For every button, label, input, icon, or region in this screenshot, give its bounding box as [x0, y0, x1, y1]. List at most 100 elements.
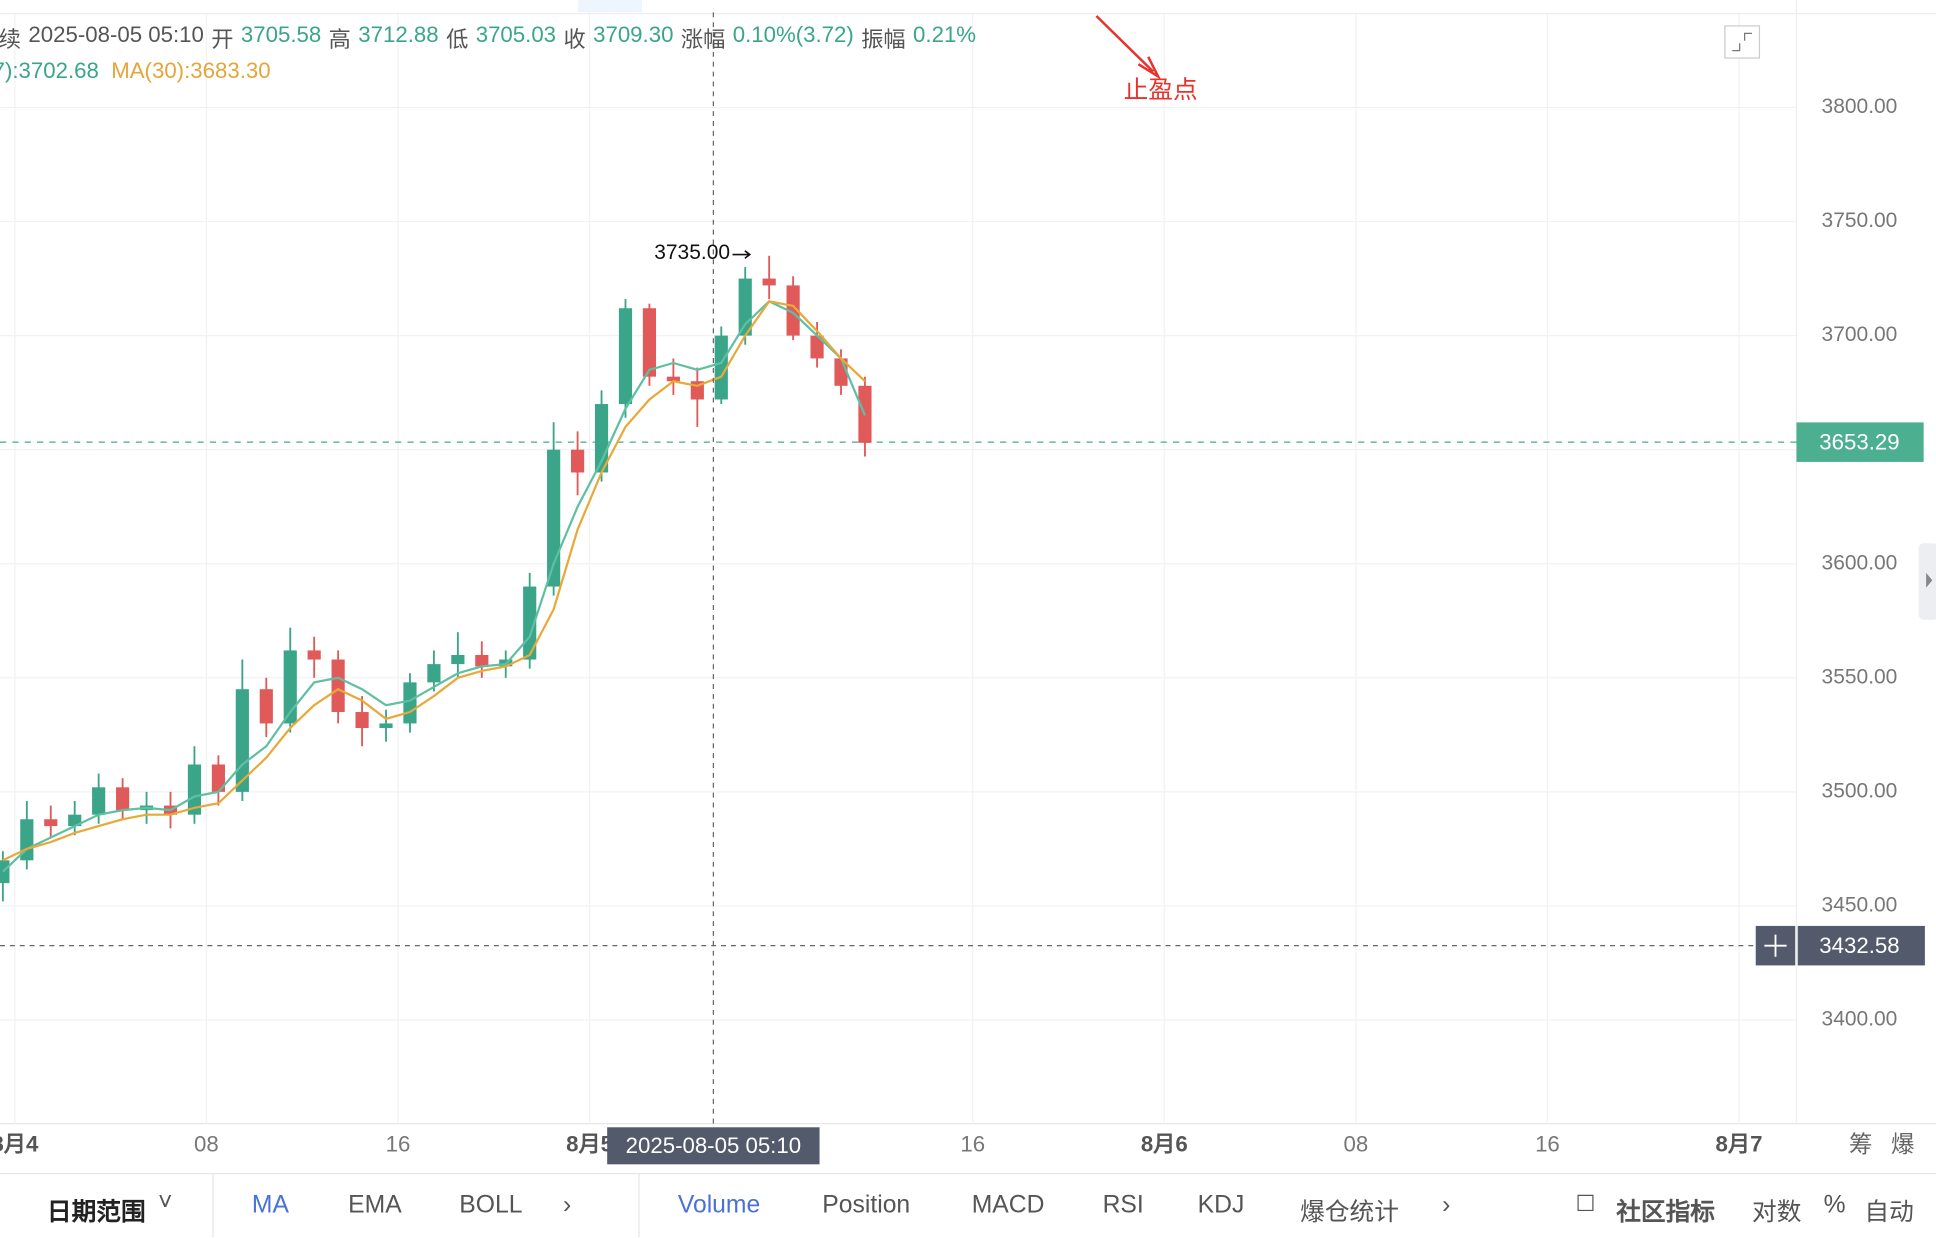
candle-body — [738, 278, 752, 336]
candle-body — [571, 449, 585, 473]
auto-toggle[interactable]: 自动 — [1864, 1198, 1914, 1227]
candle-body — [547, 449, 561, 587]
indicator-tab[interactable]: Position — [822, 1191, 911, 1219]
candle-body — [451, 654, 465, 665]
candle-body — [283, 650, 297, 724]
ma-legend: 7):3702.68 MA(30):3683.30 — [0, 58, 271, 84]
y-tick-label: 3550.00 — [1822, 665, 1898, 688]
axis-side-label: 爆 — [1891, 1131, 1914, 1157]
toolbar: 日期范围 ˅ MA EMA BOLL › Volume Position MAC… — [0, 1172, 1936, 1238]
header-item: 0.10%(3.72) — [732, 22, 854, 47]
candle-body — [44, 819, 58, 827]
x-tick-label: 08 — [1344, 1132, 1369, 1157]
candle-body — [762, 278, 776, 286]
ohlc-header: k续 2025-08-05 05:10 开 3705.58 高 3712.88 … — [0, 22, 976, 54]
more-arrow[interactable]: › — [563, 1191, 572, 1219]
candle-body — [331, 659, 345, 713]
indicator-tab[interactable]: BOLL — [459, 1191, 523, 1219]
separator — [638, 1174, 640, 1238]
x-tick-label: 8月7 — [1716, 1132, 1763, 1157]
last-price-tag — [1796, 422, 1924, 462]
x-tick-label: 8月4 — [0, 1132, 39, 1157]
header-item: 3712.88 — [358, 22, 439, 47]
candle-body — [116, 787, 130, 811]
candle-body — [714, 335, 728, 400]
y-tick-label: 3700.00 — [1822, 323, 1898, 346]
crosshair-time-tag — [607, 1127, 820, 1165]
x-tick-label: 16 — [960, 1132, 985, 1157]
header-item: 3709.30 — [593, 22, 674, 47]
axis-side-label: 筹 — [1849, 1131, 1872, 1157]
legend-entry: 7):3702.68 — [0, 58, 99, 83]
fullscreen-icon — [1732, 32, 1753, 52]
candle-body — [618, 308, 633, 405]
annotation-text: 止盈点 — [1124, 76, 1198, 104]
candle-body — [786, 285, 800, 336]
indicator-tab[interactable]: EMA — [348, 1191, 402, 1219]
crosshair-price-tag — [1797, 925, 1925, 966]
header-item: 2025-08-05 05:10 — [28, 22, 204, 47]
candle-body — [642, 308, 657, 377]
indicator-tab[interactable]: MA — [251, 1191, 289, 1219]
candle-body — [810, 335, 824, 359]
candle-body — [0, 860, 10, 884]
indicator-tab[interactable]: Volume — [677, 1191, 761, 1219]
log-toggle[interactable]: 对数 — [1752, 1198, 1802, 1227]
indicator-tab[interactable]: RSI — [1102, 1191, 1144, 1219]
annotation-arrow — [1095, 15, 1162, 80]
percent-toggle[interactable]: % — [1823, 1191, 1846, 1219]
candle-body — [355, 712, 369, 728]
header-item: 0.21% — [913, 22, 977, 47]
plus-icon — [1764, 934, 1787, 957]
candle-body — [403, 682, 417, 724]
edit-icon: ☐ — [1575, 1191, 1596, 1217]
y-tick-label: 3750.00 — [1822, 209, 1898, 232]
y-tick-label: 3400.00 — [1822, 1008, 1898, 1031]
header-item: k续 — [0, 27, 21, 52]
header-item: 3705.58 — [240, 22, 322, 47]
y-tick-label: 3600.00 — [1822, 551, 1898, 574]
candle-body — [68, 814, 82, 827]
header-item: 收 — [563, 27, 586, 52]
header-item: 低 — [446, 27, 469, 52]
candle-body — [259, 689, 273, 724]
x-tick-label: 8月6 — [1141, 1132, 1188, 1157]
fullscreen-button — [1724, 25, 1761, 59]
header-item: 高 — [328, 27, 351, 52]
high-label: 3735.00 — [654, 241, 730, 264]
indicator-tab[interactable]: KDJ — [1197, 1191, 1245, 1219]
candle-body — [666, 376, 680, 382]
candle-body — [475, 654, 489, 667]
crosshair-time-label: 2025-08-05 05:10 — [626, 1133, 801, 1158]
x-tick-label: 08 — [194, 1132, 219, 1157]
candle-body — [307, 650, 321, 660]
crosshair-price-label: 3432.58 — [1819, 933, 1899, 958]
top-tab-highlight — [577, 0, 643, 13]
indicator-tab[interactable]: 爆仓统计 — [1300, 1198, 1399, 1227]
y-tick-label: 3500.00 — [1822, 779, 1898, 802]
last-price-label: 3653.29 — [1819, 429, 1899, 454]
header-item: 振幅 — [861, 27, 906, 52]
legend-entry: MA(30):3683.30 — [111, 58, 271, 83]
dropdown-icon: ˅ — [158, 1189, 173, 1217]
header-item: 开 — [211, 27, 234, 52]
indicator-tab[interactable]: MACD — [971, 1191, 1045, 1219]
candle-body — [427, 664, 441, 683]
community-indicator[interactable]: 社区指标 — [1616, 1198, 1715, 1227]
candle-body — [379, 723, 393, 728]
candle-body — [235, 689, 249, 792]
ma-line — [2, 300, 866, 873]
candle-body — [211, 764, 225, 792]
separator — [212, 1174, 214, 1238]
more-arrow[interactable]: › — [1442, 1191, 1451, 1219]
side-tab-arrow — [1926, 572, 1933, 588]
high-arrow — [732, 250, 752, 259]
ma-line — [2, 300, 866, 862]
header-item: 3705.03 — [475, 22, 557, 47]
x-tick-label: 16 — [386, 1132, 411, 1157]
x-tick-label: 8月5 — [566, 1132, 613, 1157]
date-range-button[interactable]: 日期范围 — [46, 1198, 146, 1227]
header-item: 涨幅 — [680, 27, 726, 52]
y-tick-label: 3450.00 — [1822, 893, 1898, 916]
